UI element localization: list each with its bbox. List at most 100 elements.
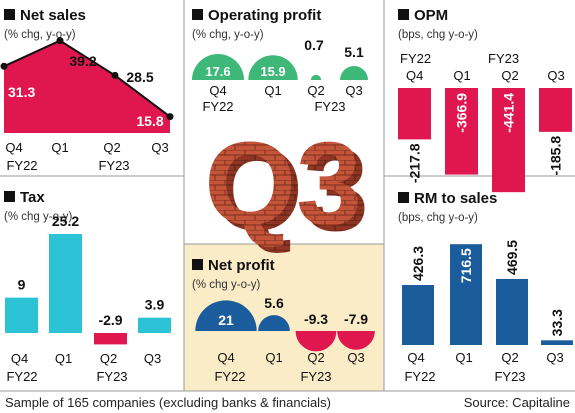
tax-category-label: Q1 <box>55 351 72 366</box>
net-sales-line <box>3 39 171 118</box>
opm-data-label: -441.4 <box>501 93 517 133</box>
tax-title-marker <box>4 191 15 202</box>
q3-graphic-shadow: Q3 <box>211 124 368 256</box>
net_profit-title-marker <box>192 259 203 270</box>
opm-bar <box>445 88 478 175</box>
rm-to-sales-chart: RM to sales (bps, chg y-o-y) 426.3 716.5 469… <box>398 190 573 384</box>
rm_to_sales-title-marker <box>398 192 409 203</box>
opm-data-label: -366.9 <box>454 93 470 133</box>
net_profit-year-label: FY22 <box>214 369 245 384</box>
operating_profit-year-label: FY23 <box>314 99 345 114</box>
net_sales-data-label: 31.3 <box>8 84 35 100</box>
opm-bar <box>539 88 572 132</box>
operating_profit-category-label: Q3 <box>345 83 362 98</box>
q3-brick-graphic: Q3 Q3 <box>204 118 368 256</box>
opm-category-label: Q1 <box>453 68 470 83</box>
tax-title: Tax <box>20 189 45 206</box>
opm-title: OPM <box>414 7 448 24</box>
tax-bar <box>94 333 127 345</box>
rm-to-sales-bar <box>541 340 573 345</box>
opm-subtitle: (bps, chg y-o-y) <box>398 29 478 41</box>
net-profit-bubble <box>258 315 290 331</box>
operating-profit-chart: Operating profit (% chg, y-o-y) 17.6 15.9 0.… <box>191 7 369 114</box>
net-sales-chart: Net sales (% chg, y-o-y) 31.3 39.2 28.5 15.8 Q… <box>0 7 174 173</box>
net_sales-data-label: 15.8 <box>136 113 163 129</box>
q3-graphic-text: Q3 <box>204 118 361 250</box>
tax-data-label: 25.2 <box>52 213 79 229</box>
operating-profit-bubble <box>339 66 369 80</box>
rm-to-sales-bar <box>496 278 528 345</box>
net_sales-data-label: 28.5 <box>126 69 153 85</box>
net_sales-category-label: Q4 <box>5 140 22 155</box>
operating_profit-year-label: FY22 <box>202 99 233 114</box>
rm_to_sales-category-label: Q1 <box>455 350 472 365</box>
net-profit-bubble <box>295 331 337 352</box>
tax-category-label: Q3 <box>144 351 161 366</box>
tax-bar <box>138 317 171 333</box>
rm-to-sales-bar <box>450 244 482 345</box>
operating_profit-data-label: 15.9 <box>260 64 285 79</box>
net-sales-point <box>0 62 8 70</box>
footer-source: Source: Capitaline <box>464 395 570 410</box>
charts-layer: Net sales (% chg, y-o-y) 31.3 39.2 28.5 15.8 Q… <box>0 7 573 384</box>
net-sales-area <box>4 40 170 133</box>
opm-category-label: Q3 <box>547 68 564 83</box>
rm-to-sales-bar <box>402 285 434 345</box>
rm_to_sales-title: RM to sales <box>414 190 497 207</box>
tax-chart: Tax (% chg y-o-y) 9 25.2 -2.9 3.9 Q4 Q1 Q2 Q3 FY22… <box>4 189 171 384</box>
opm-category-label: Q2 <box>501 68 518 83</box>
net-sales-point <box>56 37 64 45</box>
net_profit-category-label: Q1 <box>265 350 282 365</box>
net_sales-category-label: Q3 <box>151 140 168 155</box>
net_sales-year-label: FY22 <box>6 158 37 173</box>
operating_profit-category-label: Q4 <box>209 83 226 98</box>
rm_to_sales-data-label: 33.3 <box>549 309 565 336</box>
net-profit-bubble <box>337 331 375 350</box>
net_sales-data-label: 39.2 <box>69 53 96 69</box>
rm_to_sales-category-label: Q3 <box>546 350 563 365</box>
net_profit-title: Net profit <box>208 257 275 274</box>
net_profit-data-label: -7.9 <box>344 311 368 327</box>
net_sales-subtitle: (% chg, y-o-y) <box>4 29 76 41</box>
net_sales-title: Net sales <box>20 7 86 24</box>
opm-title-marker <box>398 9 409 20</box>
net_profit-year-label: FY23 <box>300 369 331 384</box>
net_profit-data-label: 5.6 <box>264 295 284 311</box>
opm-category-label: Q4 <box>406 68 423 83</box>
operating_profit-data-label: 0.7 <box>304 37 324 53</box>
opm-data-label: -217.8 <box>407 143 423 183</box>
tax-bar <box>5 297 38 333</box>
net_profit-category-label: Q3 <box>347 350 364 365</box>
net_profit-category-label: Q4 <box>217 350 234 365</box>
rm_to_sales-data-label: 426.3 <box>410 246 426 281</box>
operating-profit-bubble <box>248 55 298 80</box>
operating-profit-bubble <box>191 54 245 80</box>
rm_to_sales-data-label: 469.5 <box>504 240 520 275</box>
tax-category-label: Q4 <box>11 351 28 366</box>
rm_to_sales-category-label: Q2 <box>501 350 518 365</box>
net_profit-category-label: Q2 <box>307 350 324 365</box>
rm_to_sales-subtitle: (bps, chg y-o-y) <box>398 212 478 224</box>
net-profit-bubble <box>195 300 257 331</box>
net_sales-title-marker <box>4 9 15 20</box>
opm-year-label: FY23 <box>488 51 519 66</box>
opm-bar <box>398 88 431 140</box>
net_sales-category-label: Q1 <box>51 140 68 155</box>
tax-subtitle: (% chg y-o-y) <box>4 211 73 223</box>
tax-category-label: Q2 <box>100 351 117 366</box>
net_sales-year-label: FY23 <box>98 158 129 173</box>
net-profit-chart: Net profit (% chg y-o-y) 21 5.6 -9.3 -7.9 Q4 Q1… <box>192 257 375 384</box>
tax-data-label: -2.9 <box>98 312 122 328</box>
operating_profit-subtitle: (% chg, y-o-y) <box>192 29 264 41</box>
opm-year-label: FY22 <box>400 51 431 66</box>
net-sales-point <box>166 113 174 121</box>
operating_profit-title: Operating profit <box>208 7 321 24</box>
operating_profit-data-label: 17.6 <box>205 64 230 79</box>
net_profit-data-label: 21 <box>218 312 234 328</box>
opm-data-label: -185.8 <box>548 136 564 176</box>
operating-profit-bubble <box>310 74 322 80</box>
tax-year-label: FY23 <box>96 369 127 384</box>
opm-bar <box>492 88 525 193</box>
net-sales-point <box>111 71 119 79</box>
